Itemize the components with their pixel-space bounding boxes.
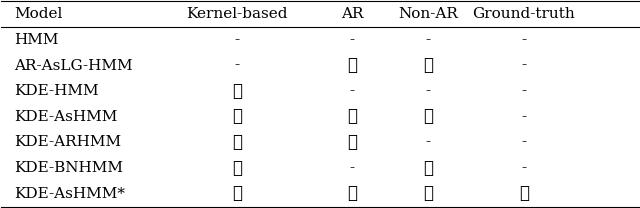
Text: -: - [349,84,355,98]
Text: -: - [522,135,527,150]
Text: -: - [522,58,527,73]
Text: -: - [522,84,527,98]
Text: Model: Model [14,7,63,21]
Text: ✓: ✓ [347,185,357,202]
Text: ✓: ✓ [423,185,433,202]
Text: KDE-AsHMM*: KDE-AsHMM* [14,187,125,201]
Text: ✓: ✓ [347,134,357,151]
Text: -: - [349,161,355,175]
Text: ✓: ✓ [232,108,242,125]
Text: ✓: ✓ [232,160,242,177]
Text: ✓: ✓ [423,108,433,125]
Text: Kernel-based: Kernel-based [186,7,288,21]
Text: -: - [426,84,431,98]
Text: Non-AR: Non-AR [398,7,458,21]
Text: -: - [522,33,527,47]
Text: AR-AsLG-HMM: AR-AsLG-HMM [14,58,132,73]
Text: -: - [522,110,527,124]
Text: KDE-BNHMM: KDE-BNHMM [14,161,123,175]
Text: KDE-ARHMM: KDE-ARHMM [14,135,121,150]
Text: -: - [426,135,431,150]
Text: AR: AR [340,7,363,21]
Text: -: - [235,58,240,73]
Text: -: - [235,33,240,47]
Text: ✓: ✓ [232,134,242,151]
Text: ✓: ✓ [232,83,242,100]
Text: KDE-HMM: KDE-HMM [14,84,99,98]
Text: -: - [349,33,355,47]
Text: ✓: ✓ [423,57,433,74]
Text: KDE-AsHMM: KDE-AsHMM [14,110,118,124]
Text: ✓: ✓ [519,185,529,202]
Text: ✓: ✓ [347,108,357,125]
Text: Ground-truth: Ground-truth [472,7,575,21]
Text: ✓: ✓ [232,185,242,202]
Text: HMM: HMM [14,33,59,47]
Text: ✓: ✓ [347,57,357,74]
Text: -: - [426,33,431,47]
Text: ✓: ✓ [423,160,433,177]
Text: -: - [522,161,527,175]
